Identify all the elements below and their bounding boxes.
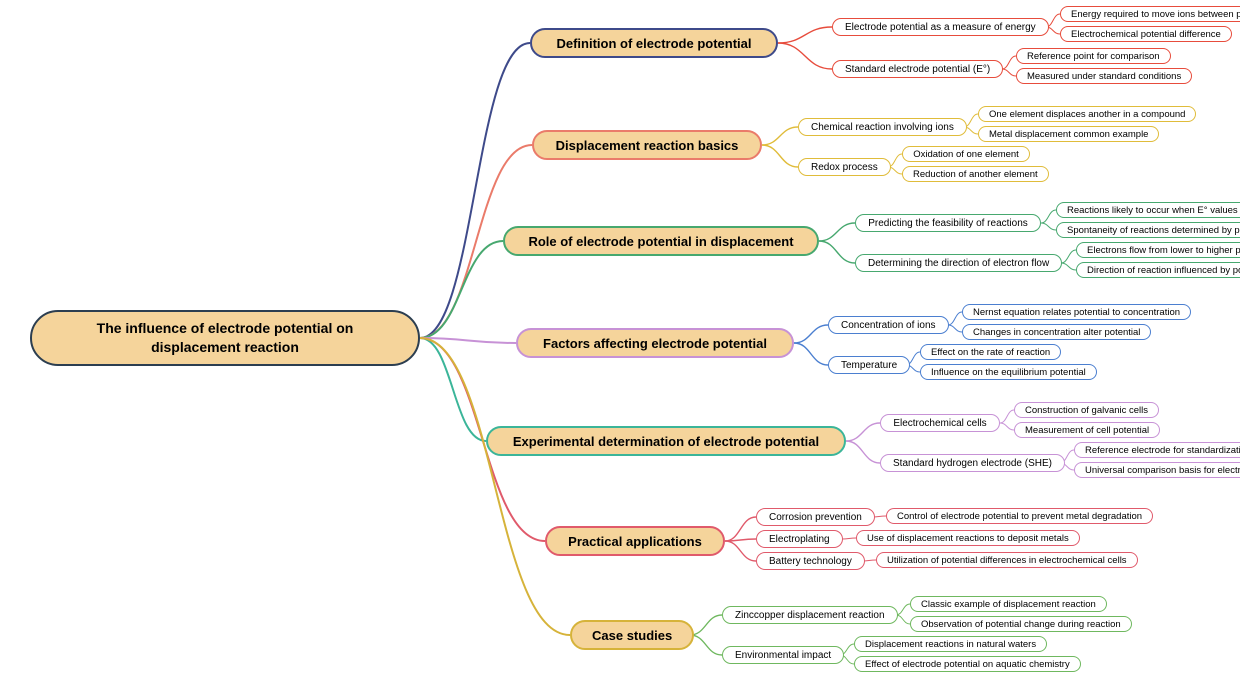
leaf-b2-1-1: Reduction of another element — [902, 166, 1049, 182]
leaf-b4-0-0: Nernst equation relates potential to con… — [962, 304, 1191, 320]
leaf-b6-2-0: Utilization of potential differences in … — [876, 552, 1138, 568]
branch-b5: Experimental determination of electrode … — [486, 426, 846, 456]
leaf-b5-1-0: Reference electrode for standardization — [1074, 442, 1240, 458]
leaf-b2-0-0: One element displaces another in a compo… — [978, 106, 1196, 122]
branch-b7: Case studies — [570, 620, 694, 650]
root-node: The influence of electrode potential on … — [30, 310, 420, 366]
sub-b2-0: Chemical reaction involving ions — [798, 118, 967, 136]
leaf-b7-0-0: Classic example of displacement reaction — [910, 596, 1107, 612]
sub-b5-1: Standard hydrogen electrode (SHE) — [880, 454, 1065, 472]
sub-b6-0: Corrosion prevention — [756, 508, 875, 526]
leaf-b1-0-0: Energy required to move ions between pha… — [1060, 6, 1240, 22]
leaf-b7-0-1: Observation of potential change during r… — [910, 616, 1132, 632]
sub-b2-1: Redox process — [798, 158, 891, 176]
branch-b2: Displacement reaction basics — [532, 130, 762, 160]
sub-b1-0: Electrode potential as a measure of ener… — [832, 18, 1049, 36]
leaf-b6-1-0: Use of displacement reactions to deposit… — [856, 530, 1080, 546]
branch-b1: Definition of electrode potential — [530, 28, 778, 58]
sub-b4-1: Temperature — [828, 356, 910, 374]
leaf-b2-1-0: Oxidation of one element — [902, 146, 1030, 162]
sub-b3-0: Predicting the feasibility of reactions — [855, 214, 1041, 232]
leaf-b2-0-1: Metal displacement common example — [978, 126, 1159, 142]
sub-b6-1: Electroplating — [756, 530, 843, 548]
sub-b3-1: Determining the direction of electron fl… — [855, 254, 1062, 272]
leaf-b6-0-0: Control of electrode potential to preven… — [886, 508, 1153, 524]
leaf-b7-1-1: Effect of electrode potential on aquatic… — [854, 656, 1081, 672]
branch-b6: Practical applications — [545, 526, 725, 556]
sub-b1-1: Standard electrode potential (E°) — [832, 60, 1003, 78]
leaf-b7-1-0: Displacement reactions in natural waters — [854, 636, 1047, 652]
sub-b5-0: Electrochemical cells — [880, 414, 1000, 432]
sub-b6-2: Battery technology — [756, 552, 865, 570]
sub-b7-1: Environmental impact — [722, 646, 844, 664]
leaf-b4-0-1: Changes in concentration alter potential — [962, 324, 1151, 340]
leaf-b1-1-0: Reference point for comparison — [1016, 48, 1171, 64]
leaf-b3-1-0: Electrons flow from lower to higher pote… — [1076, 242, 1240, 258]
leaf-b4-1-0: Effect on the rate of reaction — [920, 344, 1061, 360]
sub-b4-0: Concentration of ions — [828, 316, 949, 334]
leaf-b3-0-0: Reactions likely to occur when E° values… — [1056, 202, 1240, 218]
branch-b4: Factors affecting electrode potential — [516, 328, 794, 358]
leaf-b5-0-0: Construction of galvanic cells — [1014, 402, 1159, 418]
leaf-b3-1-1: Direction of reaction influenced by pote… — [1076, 262, 1240, 278]
leaf-b5-0-1: Measurement of cell potential — [1014, 422, 1160, 438]
sub-b7-0: Zinccopper displacement reaction — [722, 606, 898, 624]
leaf-b1-0-1: Electrochemical potential difference — [1060, 26, 1232, 42]
leaf-b1-1-1: Measured under standard conditions — [1016, 68, 1192, 84]
leaf-b5-1-1: Universal comparison basis for electrode… — [1074, 462, 1240, 478]
branch-b3: Role of electrode potential in displacem… — [503, 226, 819, 256]
leaf-b4-1-1: Influence on the equilibrium potential — [920, 364, 1097, 380]
leaf-b3-0-1: Spontaneity of reactions determined by p… — [1056, 222, 1240, 238]
